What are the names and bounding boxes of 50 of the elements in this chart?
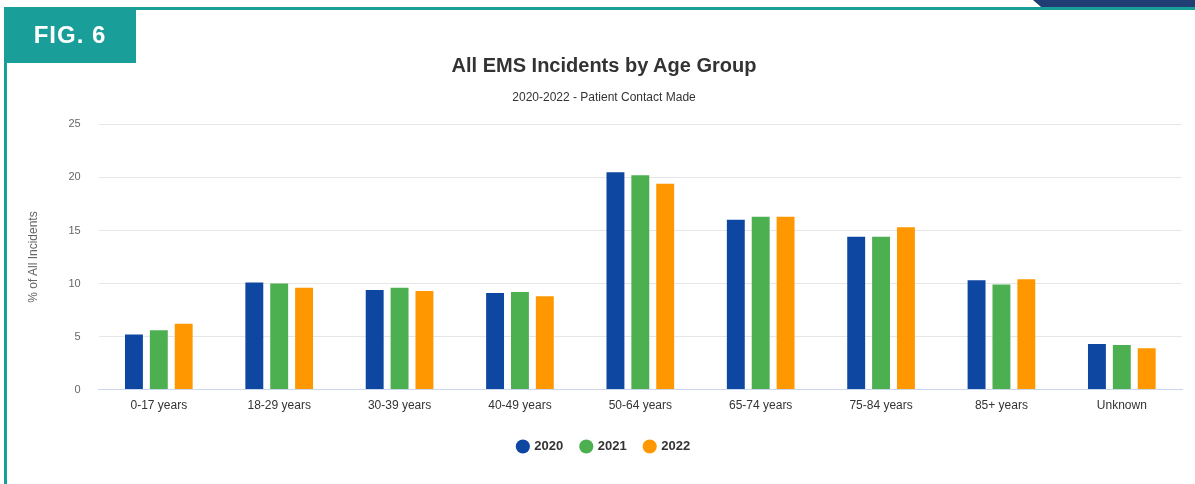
x-tick-label: 0-17 years xyxy=(130,398,188,413)
y-tick-label: 5 xyxy=(74,329,81,342)
bar xyxy=(415,290,434,390)
legend-label: 2021 xyxy=(597,438,627,454)
bar xyxy=(896,227,915,390)
x-tick-label: 85+ years xyxy=(974,398,1028,413)
bar xyxy=(967,280,986,390)
legend-label: 2022 xyxy=(661,438,691,454)
bar xyxy=(486,293,505,390)
chart-title: All EMS Incidents by Age Group xyxy=(451,53,757,76)
y-axis-title: % of All Incidents xyxy=(25,211,40,303)
legend-label: 2020 xyxy=(534,438,564,454)
bar xyxy=(606,172,625,390)
label-tab: FIG. 6 xyxy=(4,7,136,63)
x-tick-label: Unknown xyxy=(1096,398,1147,413)
bar xyxy=(510,292,529,390)
y-tick-label: 25 xyxy=(68,117,81,130)
bar xyxy=(872,236,891,390)
bar xyxy=(847,236,866,390)
bar xyxy=(535,296,554,390)
bar xyxy=(1017,279,1036,390)
x-tick-label: 30-39 years xyxy=(367,398,432,413)
bar xyxy=(390,287,409,390)
bar xyxy=(751,216,770,390)
caption: FIG. 6 xyxy=(33,21,107,49)
x-tick-label: 18-29 years xyxy=(247,398,311,413)
bar xyxy=(631,175,650,390)
bar xyxy=(726,219,745,390)
x-tick-label: 65-74 years xyxy=(729,398,793,413)
y-tick-label: 15 xyxy=(68,223,81,236)
chart-subtitle: 2020-2022 - Patient Contact Made xyxy=(512,89,697,104)
bar xyxy=(656,183,675,390)
bar xyxy=(149,330,168,390)
bar xyxy=(270,283,289,390)
bar xyxy=(1137,348,1156,390)
y-tick-label: 0 xyxy=(74,382,81,395)
bar xyxy=(174,323,193,390)
bar xyxy=(992,284,1011,390)
y-tick-label: 20 xyxy=(68,170,81,183)
bar xyxy=(1112,345,1131,390)
bar xyxy=(124,334,143,390)
bar xyxy=(245,282,264,390)
bar xyxy=(295,287,314,390)
x-tick-label: 50-64 years xyxy=(608,398,673,413)
bar xyxy=(1087,343,1106,390)
x-tick-label: 75-84 years xyxy=(849,398,913,413)
y-tick-label: 10 xyxy=(68,276,81,289)
x-tick-label: 40-49 years xyxy=(488,398,552,413)
bar xyxy=(365,289,384,390)
bar xyxy=(776,216,795,390)
